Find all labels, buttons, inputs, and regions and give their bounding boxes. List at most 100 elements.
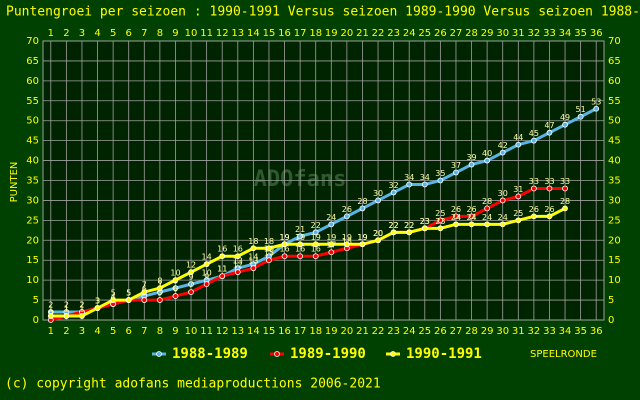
data-label: 5 [126, 289, 131, 298]
y-tick-label-right: 55 [608, 96, 621, 107]
data-label: 1 [48, 305, 53, 314]
point [250, 265, 257, 272]
data-label: 11 [217, 265, 227, 274]
data-label: 28 [482, 197, 492, 206]
y-tick-label: 70 [26, 36, 39, 47]
data-label: 19 [311, 233, 321, 242]
x-tick-label-top: 17 [294, 28, 307, 39]
x-tick-label-top: 12 [216, 28, 229, 39]
data-label: 22 [311, 221, 321, 230]
x-tick-label-top: 21 [356, 28, 369, 39]
x-tick-label-top: 29 [481, 28, 494, 39]
data-label: 26 [342, 205, 352, 214]
data-label: 28 [357, 197, 367, 206]
x-tick-label-top: 20 [341, 28, 354, 39]
x-tick-label-top: 13 [231, 28, 244, 39]
x-tick-label: 30 [496, 326, 509, 337]
data-label: 24 [451, 213, 461, 222]
x-tick-label-top: 6 [126, 28, 132, 39]
data-label: 22 [389, 221, 399, 230]
x-tick-label-top: 16 [278, 28, 291, 39]
point [234, 253, 241, 260]
point [141, 289, 148, 296]
data-label: 4 [111, 293, 116, 302]
x-tick-label: 29 [481, 326, 494, 337]
data-label: 2 [79, 301, 84, 310]
x-tick-label: 15 [263, 326, 276, 337]
y-tick-label-right: 25 [608, 215, 621, 226]
point [266, 245, 272, 252]
data-label: 37 [451, 161, 461, 170]
data-label: 1 [64, 305, 69, 314]
y-tick-label-right: 10 [608, 275, 621, 286]
point [234, 269, 241, 276]
x-tick-label-top: 22 [372, 28, 385, 39]
point [359, 241, 366, 248]
y-tick-label: 50 [26, 116, 39, 127]
data-label: 24 [326, 213, 336, 222]
data-label: 24 [498, 213, 508, 222]
x-tick-label-top: 36 [590, 28, 603, 39]
data-label: 26 [544, 205, 554, 214]
x-tick-label: 35 [574, 326, 587, 337]
data-label: 6 [173, 285, 178, 294]
point [593, 105, 600, 112]
point [530, 213, 537, 220]
data-label: 3 [95, 297, 100, 306]
data-label: 16 [279, 245, 289, 254]
point [250, 245, 257, 252]
x-tick-label: 6 [126, 326, 132, 337]
x-tick-label-top: 1 [48, 28, 54, 39]
data-label: 45 [529, 129, 539, 138]
point [453, 213, 459, 220]
x-tick-label: 16 [278, 326, 291, 337]
point [484, 221, 491, 228]
data-label: 42 [498, 141, 508, 150]
data-label: 19 [279, 233, 289, 242]
data-label: 19 [279, 233, 289, 242]
data-label: 2 [64, 301, 69, 310]
x-tick-label-top: 35 [574, 28, 587, 39]
point [406, 229, 413, 236]
y-tick-label: 0 [33, 315, 39, 326]
data-label: 19 [342, 233, 352, 242]
data-label: 39 [466, 153, 476, 162]
x-tick-label: 25 [418, 326, 431, 337]
data-label: 5 [157, 289, 162, 298]
point [468, 221, 475, 228]
data-label: 7 [157, 281, 162, 290]
point [297, 253, 304, 260]
point [421, 181, 428, 188]
y-tick-label-right: 5 [608, 295, 614, 306]
data-label: 19 [295, 233, 305, 242]
data-label: 33 [544, 177, 554, 186]
point [453, 169, 459, 176]
x-tick-label: 8 [157, 326, 163, 337]
y-tick-label: 30 [26, 195, 39, 206]
data-label: 31 [513, 185, 523, 194]
data-label: 6 [142, 285, 147, 294]
data-label: 32 [389, 181, 399, 190]
data-label: 9 [204, 273, 209, 282]
data-label: 35 [435, 169, 445, 178]
point [515, 217, 522, 224]
data-label: 1 [79, 305, 84, 314]
data-label: 21 [295, 225, 305, 234]
point [47, 313, 54, 319]
data-label: 5 [126, 289, 131, 298]
point [172, 277, 179, 284]
x-tick-label-top: 8 [157, 28, 163, 39]
y-tick-label: 25 [26, 215, 39, 226]
y-tick-label: 5 [33, 295, 39, 306]
point [203, 261, 210, 268]
point [79, 313, 85, 319]
x-tick-label: 11 [200, 326, 213, 337]
data-label: 9 [188, 273, 193, 282]
y-tick-label: 15 [26, 255, 39, 266]
point [328, 221, 335, 228]
x-tick-label-top: 34 [559, 28, 572, 39]
point [141, 297, 148, 303]
x-tick-label-top: 15 [263, 28, 276, 39]
data-label: 26 [466, 205, 476, 214]
legend-label: 1988-1989 [172, 346, 248, 362]
